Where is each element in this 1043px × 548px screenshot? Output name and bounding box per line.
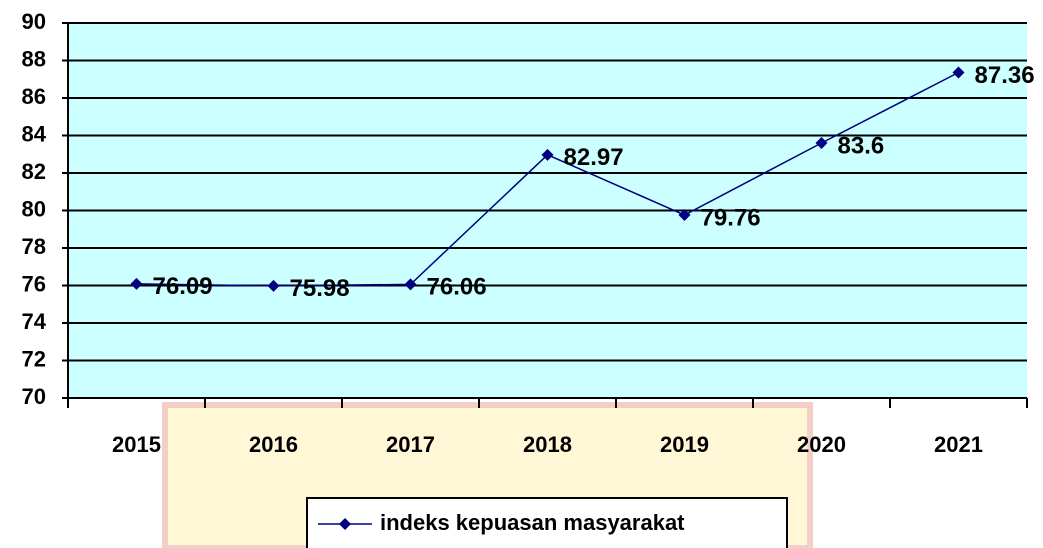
data-label: 75.98 — [290, 275, 350, 302]
x-tick-label: 2020 — [797, 432, 846, 457]
y-tick-label: 80 — [22, 196, 46, 221]
x-tick-label: 2019 — [660, 432, 709, 457]
y-tick-label: 88 — [22, 46, 46, 71]
y-tick-label: 70 — [22, 384, 46, 409]
x-tick-label: 2015 — [112, 432, 161, 457]
y-tick-label: 78 — [22, 234, 46, 259]
data-point — [267, 279, 280, 292]
x-tick-label: 2017 — [386, 432, 435, 457]
y-tick-label: 76 — [22, 271, 46, 296]
x-tick-label: 2018 — [523, 432, 572, 457]
data-label: 82.97 — [564, 144, 624, 171]
legend: indeks kepuasan masyarakat — [306, 497, 788, 548]
legend-label: indeks kepuasan masyarakat — [380, 510, 685, 535]
data-label: 83.6 — [838, 132, 885, 159]
y-tick-label: 90 — [22, 9, 46, 34]
y-tick-label: 86 — [22, 84, 46, 109]
data-point — [815, 137, 828, 149]
x-tick-label: 2016 — [249, 432, 298, 457]
data-point — [541, 148, 554, 161]
legend-box — [306, 497, 788, 548]
legend-marker — [339, 518, 351, 530]
y-tick-label: 72 — [22, 346, 46, 371]
data-point — [404, 278, 417, 291]
x-tick-label: 2021 — [934, 432, 983, 457]
data-point — [678, 209, 691, 221]
y-tick-label: 84 — [22, 121, 47, 146]
y-tick-label: 82 — [22, 159, 46, 184]
data-point — [130, 277, 143, 290]
data-label: 76.06 — [427, 274, 487, 301]
data-label: 87.36 — [975, 62, 1035, 89]
data-label: 79.76 — [701, 204, 761, 231]
data-label: 76.09 — [153, 273, 213, 300]
data-point — [952, 66, 965, 79]
y-tick-label: 74 — [22, 309, 47, 334]
